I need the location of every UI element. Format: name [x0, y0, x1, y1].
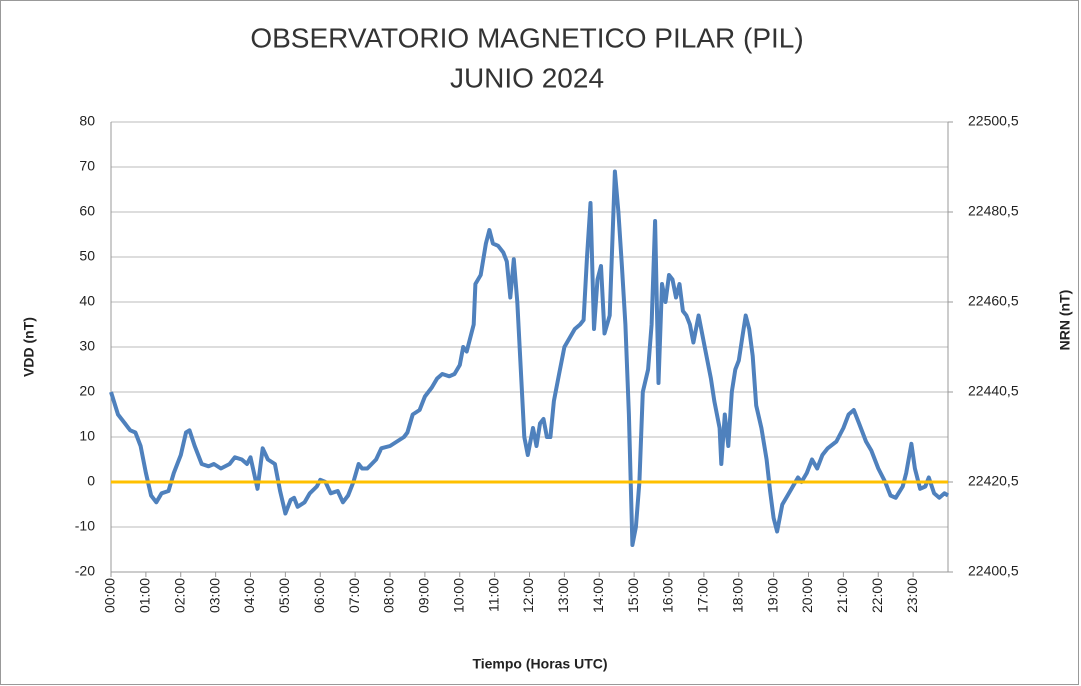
y-tick-label: -10 — [75, 518, 95, 534]
x-tick-label: 22:00 — [869, 578, 885, 613]
y-axis-label: VDD (nT) — [21, 317, 37, 377]
x-tick-label: 01:00 — [137, 578, 153, 613]
chart-subtitle: JUNIO 2024 — [450, 62, 604, 93]
x-tick-label: 16:00 — [660, 578, 676, 613]
x-tick-label: 17:00 — [695, 578, 711, 613]
y-tick-label: 40 — [79, 293, 95, 309]
x-tick-label: 20:00 — [799, 578, 815, 613]
y2-tick-label: 22500,5 — [968, 113, 1019, 129]
x-tick-label: 15:00 — [625, 578, 641, 613]
y-tick-label: -20 — [75, 563, 95, 579]
x-tick-label: 07:00 — [346, 578, 362, 613]
y2-tick-label: 22460,5 — [968, 293, 1019, 309]
x-tick-label: 02:00 — [171, 578, 187, 613]
x-tick-label: 14:00 — [590, 578, 606, 613]
y-tick-label: 60 — [79, 203, 95, 219]
y2-axis-label: NRN (nT) — [1057, 290, 1073, 351]
x-tick-label: 00:00 — [102, 578, 118, 613]
y2-tick-label: 22400,5 — [968, 563, 1019, 579]
y2-tick-label: 22440,5 — [968, 383, 1019, 399]
y-tick-label: 30 — [79, 338, 95, 354]
x-tick-label: 13:00 — [555, 578, 571, 613]
y-tick-label: 20 — [79, 383, 95, 399]
x-tick-label: 11:00 — [485, 578, 501, 612]
x-tick-label: 19:00 — [764, 578, 780, 613]
y-tick-label: 10 — [79, 428, 95, 444]
x-tick-label: 04:00 — [241, 578, 257, 613]
x-tick-label: 03:00 — [206, 578, 222, 613]
y2-tick-label: 22480,5 — [968, 203, 1019, 219]
y-tick-label: 80 — [79, 113, 95, 129]
x-tick-label: 05:00 — [276, 578, 292, 613]
y2-tick-label: 22420,5 — [968, 473, 1019, 489]
x-tick-label: 23:00 — [904, 578, 920, 613]
x-tick-label: 10:00 — [450, 578, 466, 613]
y-tick-label: 70 — [79, 158, 95, 174]
data-line — [109, 169, 950, 547]
x-tick-label: 06:00 — [311, 578, 327, 613]
chart-title: OBSERVATORIO MAGNETICO PILAR (PIL) — [250, 22, 803, 53]
x-tick-label: 21:00 — [834, 578, 850, 613]
x-tick-label: 18:00 — [729, 578, 745, 613]
y-tick-label: 0 — [87, 473, 95, 489]
x-tick-label: 08:00 — [381, 578, 397, 613]
x-tick-label: 09:00 — [416, 578, 432, 613]
x-axis-label: Tiempo (Horas UTC) — [472, 656, 607, 672]
x-tick-label: 12:00 — [520, 578, 536, 613]
y-tick-label: 50 — [79, 248, 95, 264]
